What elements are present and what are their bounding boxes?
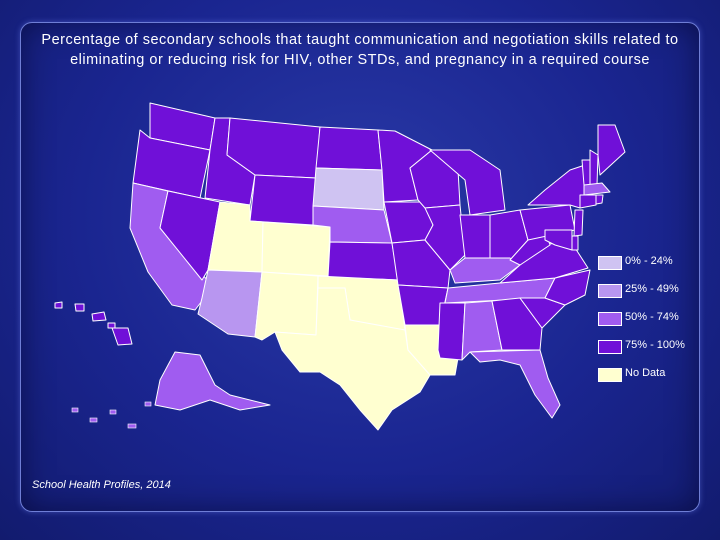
state-CT [579,194,597,209]
state-NJ [573,209,584,237]
legend-label: 25% - 49% [625,283,679,295]
legend-label: No Data [625,367,666,379]
state-ME [597,124,626,176]
state-WY [249,174,317,226]
state-ND [315,126,383,171]
state-TX [274,287,431,431]
legend-swatch [598,284,622,298]
state-SD [312,167,385,211]
state-OR [132,129,211,199]
state-CO [261,221,331,277]
state-VT [581,159,591,186]
slide-frame [20,22,700,512]
state-MA [583,182,611,196]
state-RI [595,194,604,205]
state-AL [461,300,503,361]
state-MI [429,149,506,216]
legend-label: 50% - 74% [625,311,679,323]
source-citation: School Health Profiles, 2014 [32,479,171,491]
state-AK [154,351,271,411]
legend-label: 75% - 100% [625,339,685,351]
state-NH [589,149,599,186]
state-IN [459,214,491,259]
legend-swatch [598,256,622,270]
legend-label: 0% - 24% [625,255,673,267]
state-MD [544,229,573,251]
state-NV [159,190,221,281]
alaska-aleutian-islands [71,401,152,429]
state-KS [327,241,399,281]
state-NC [544,269,591,306]
state-NM [254,271,319,341]
legend-swatch [598,312,622,326]
state-FL [469,349,561,419]
map-title: Percentage of secondary schools that tau… [41,32,679,68]
state-DE [571,235,579,251]
state-MO [391,239,451,289]
state-HI [54,301,133,346]
legend-swatch [598,368,622,382]
state-AZ [197,269,263,338]
state-MS [437,302,466,361]
legend-swatch [598,340,622,354]
